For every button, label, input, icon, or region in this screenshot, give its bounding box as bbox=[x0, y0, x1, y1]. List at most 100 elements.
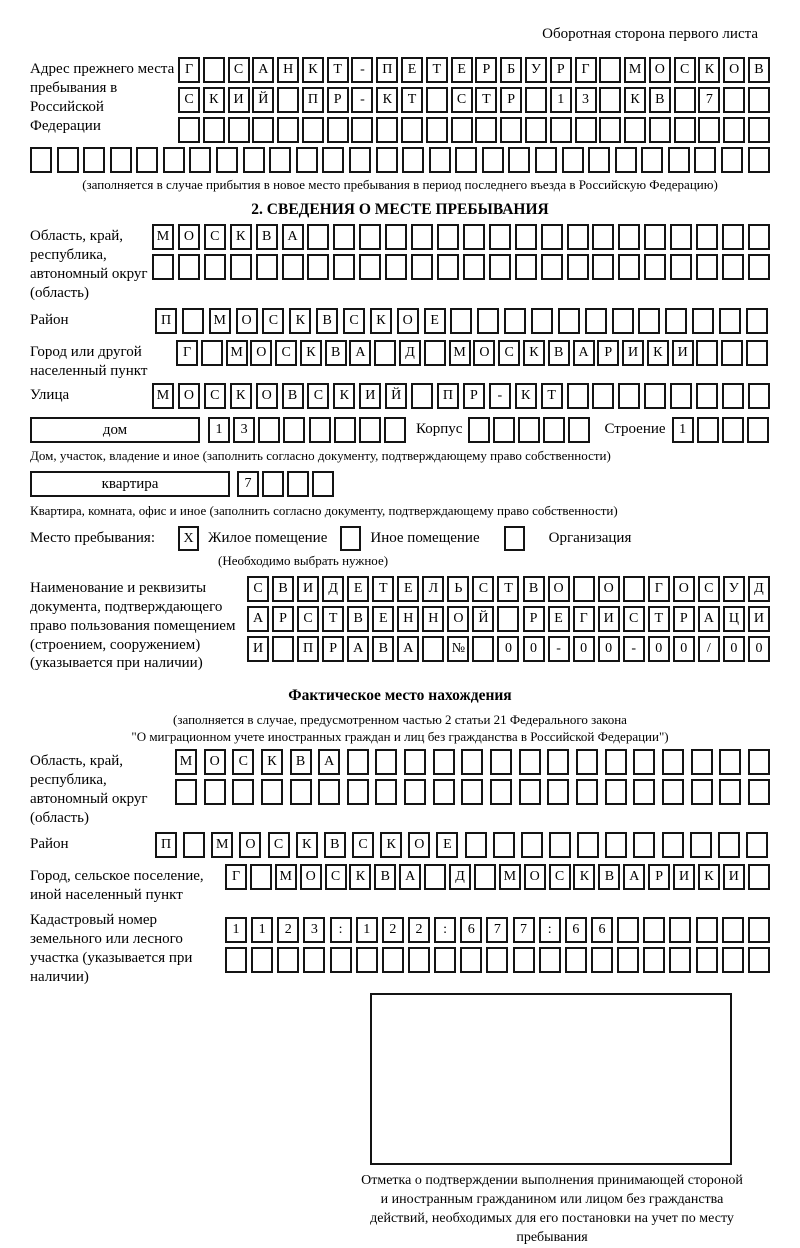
char-cell[interactable] bbox=[641, 147, 664, 173]
char-cell[interactable] bbox=[424, 863, 447, 890]
char-cell[interactable] bbox=[547, 749, 570, 776]
char-cell[interactable]: С bbox=[450, 87, 473, 113]
char-cell[interactable] bbox=[488, 223, 511, 250]
char-cell[interactable]: 0 bbox=[672, 635, 695, 662]
char-cell[interactable] bbox=[557, 308, 580, 335]
char-cell[interactable]: В bbox=[255, 223, 278, 250]
char-cell[interactable] bbox=[747, 863, 770, 890]
char-cell[interactable] bbox=[747, 779, 770, 806]
char-cell[interactable]: Д bbox=[399, 340, 422, 367]
char-cell[interactable]: В bbox=[324, 340, 347, 367]
char-cell[interactable] bbox=[333, 253, 356, 280]
char-cell[interactable] bbox=[584, 308, 607, 335]
char-cell[interactable] bbox=[375, 779, 398, 806]
char-cell[interactable] bbox=[481, 147, 504, 173]
char-cell[interactable] bbox=[475, 117, 498, 143]
char-cell[interactable] bbox=[178, 117, 200, 143]
char-cell[interactable] bbox=[203, 253, 226, 280]
char-cell[interactable]: К bbox=[260, 749, 283, 776]
char-cell[interactable]: С bbox=[247, 575, 269, 602]
char-cell[interactable] bbox=[136, 147, 159, 173]
char-cell[interactable] bbox=[547, 779, 570, 806]
char-cell[interactable] bbox=[669, 947, 692, 974]
char-cell[interactable]: 0 bbox=[722, 635, 745, 662]
char-cell[interactable] bbox=[383, 417, 406, 444]
char-cell[interactable] bbox=[277, 117, 300, 143]
char-cell[interactable] bbox=[461, 749, 484, 776]
char-cell[interactable]: П bbox=[155, 308, 177, 335]
char-cell[interactable]: К bbox=[624, 87, 647, 113]
char-cell[interactable]: И bbox=[297, 575, 320, 602]
char-cell[interactable] bbox=[745, 308, 768, 335]
char-cell[interactable] bbox=[277, 947, 300, 974]
char-cell[interactable]: М bbox=[274, 863, 297, 890]
char-cell[interactable] bbox=[617, 947, 640, 974]
char-cell[interactable] bbox=[673, 117, 696, 143]
char-cell[interactable] bbox=[436, 223, 459, 250]
char-cell[interactable]: О bbox=[408, 831, 431, 858]
char-cell[interactable] bbox=[312, 471, 334, 498]
char-cell[interactable]: Т bbox=[425, 57, 448, 83]
char-cell[interactable] bbox=[490, 779, 513, 806]
char-cell[interactable] bbox=[473, 863, 496, 890]
char-cell[interactable] bbox=[500, 117, 523, 143]
char-cell[interactable]: Е bbox=[547, 605, 570, 632]
char-cell[interactable] bbox=[407, 947, 430, 974]
char-cell[interactable]: Б bbox=[500, 57, 523, 83]
char-cell[interactable] bbox=[289, 779, 312, 806]
char-cell[interactable]: Г bbox=[647, 575, 670, 602]
char-cell[interactable]: О bbox=[723, 57, 746, 83]
char-cell[interactable]: К bbox=[646, 340, 669, 367]
char-cell[interactable] bbox=[531, 308, 554, 335]
char-cell[interactable] bbox=[189, 147, 212, 173]
char-cell[interactable] bbox=[385, 253, 408, 280]
char-cell[interactable]: - bbox=[547, 635, 570, 662]
char-cell[interactable] bbox=[644, 383, 667, 410]
char-cell[interactable] bbox=[745, 831, 768, 858]
char-cell[interactable] bbox=[514, 223, 537, 250]
char-cell[interactable] bbox=[719, 749, 742, 776]
char-cell[interactable] bbox=[260, 779, 283, 806]
char-cell[interactable] bbox=[518, 779, 541, 806]
char-cell[interactable]: Г bbox=[574, 57, 597, 83]
char-cell[interactable] bbox=[404, 749, 427, 776]
char-cell[interactable]: Р bbox=[272, 605, 295, 632]
char-cell[interactable]: А bbox=[349, 340, 372, 367]
char-cell[interactable] bbox=[747, 223, 770, 250]
char-cell[interactable]: М bbox=[624, 57, 647, 83]
char-cell[interactable]: 3 bbox=[303, 917, 326, 944]
char-cell[interactable] bbox=[162, 147, 185, 173]
char-cell[interactable]: В bbox=[522, 575, 545, 602]
char-cell[interactable] bbox=[745, 340, 768, 367]
char-cell[interactable] bbox=[721, 417, 744, 444]
char-cell[interactable]: В bbox=[272, 575, 295, 602]
char-cell[interactable] bbox=[746, 417, 769, 444]
char-cell[interactable]: Е bbox=[347, 575, 370, 602]
char-cell[interactable]: О bbox=[255, 383, 278, 410]
char-cell[interactable]: И bbox=[671, 340, 694, 367]
char-cell[interactable] bbox=[376, 117, 399, 143]
char-cell[interactable] bbox=[258, 417, 281, 444]
char-cell[interactable] bbox=[359, 253, 382, 280]
char-cell[interactable]: Ь bbox=[447, 575, 470, 602]
char-cell[interactable] bbox=[689, 831, 712, 858]
char-cell[interactable]: 6 bbox=[460, 917, 483, 944]
char-cell[interactable] bbox=[346, 779, 369, 806]
char-cell[interactable] bbox=[747, 917, 770, 944]
char-cell[interactable]: М bbox=[225, 340, 248, 367]
char-cell[interactable] bbox=[618, 223, 641, 250]
char-cell[interactable] bbox=[721, 147, 744, 173]
char-cell[interactable] bbox=[590, 947, 613, 974]
char-cell[interactable]: К bbox=[333, 383, 356, 410]
char-cell[interactable]: Р bbox=[522, 605, 545, 632]
char-cell[interactable]: Е bbox=[423, 308, 446, 335]
char-cell[interactable]: Г bbox=[572, 605, 595, 632]
char-cell[interactable]: С bbox=[203, 223, 226, 250]
char-cell[interactable]: С bbox=[351, 831, 374, 858]
char-cell[interactable] bbox=[333, 223, 356, 250]
char-cell[interactable] bbox=[425, 117, 448, 143]
char-cell[interactable]: Л bbox=[422, 575, 445, 602]
char-cell[interactable]: Д bbox=[747, 575, 770, 602]
char-cell[interactable] bbox=[436, 253, 459, 280]
char-cell[interactable] bbox=[200, 340, 223, 367]
